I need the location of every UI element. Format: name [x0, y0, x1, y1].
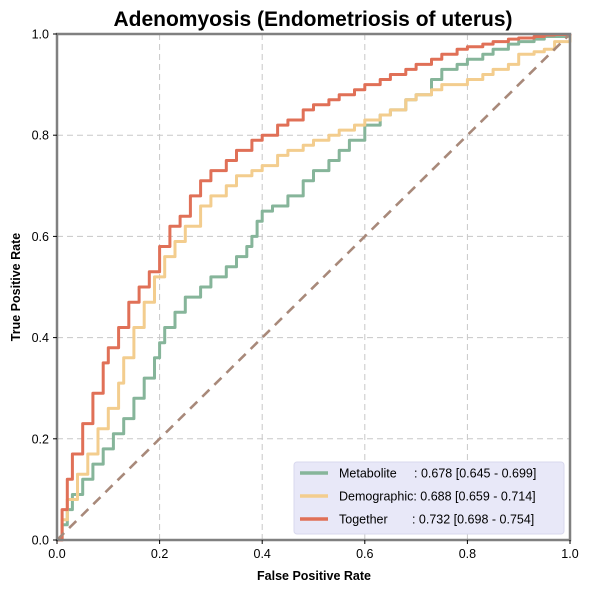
series-line-together: [57, 33, 572, 542]
x-tick-label: 0.2: [151, 547, 168, 561]
plot-frame: [55, 32, 572, 542]
legend-label-demographic: Demographic: 0.688 [0.659 - 0.714]: [339, 490, 536, 504]
y-tick-label: 0.8: [32, 129, 49, 143]
y-tick-label: 0.0: [32, 534, 49, 548]
chart-title: Adenomyosis (Endometriosis of uterus): [113, 8, 512, 31]
x-tick-label: 1.0: [561, 547, 578, 561]
x-tick-label: 0.4: [254, 547, 271, 561]
legend: Metabolite : 0.678 [0.645 - 0.699] Demogr…: [293, 461, 565, 535]
y-tick-label: 0.4: [32, 331, 49, 345]
y-tick-label: 0.2: [32, 432, 49, 446]
series-layer: [56, 33, 572, 542]
x-tick-label: 0.0: [48, 547, 65, 561]
legend-label-together: Together : 0.732 [0.698 - 0.754]: [339, 513, 534, 527]
grid: [57, 34, 570, 540]
x-tick-label: 0.8: [459, 547, 476, 561]
series-line-demographic: [57, 34, 572, 542]
x-tick-label: 0.6: [356, 547, 373, 561]
ticks: 0.00.0 0.2 0.2 0.4 0.4 0.6 0.6 0.8 0.8 1.0 1.0: [32, 28, 579, 562]
chance-line: [56, 33, 571, 541]
y-tick-label: 1.0: [32, 28, 49, 42]
y-axis-label: True Positive Rate: [9, 233, 23, 341]
series-line-metabolite: [57, 34, 572, 542]
y-tick-label: 0.6: [32, 230, 49, 244]
x-axis-label: False Positive Rate: [257, 569, 371, 583]
legend-box: [293, 461, 565, 535]
legend-label-metabolite: Metabolite : 0.678 [0.645 - 0.699]: [339, 467, 536, 481]
